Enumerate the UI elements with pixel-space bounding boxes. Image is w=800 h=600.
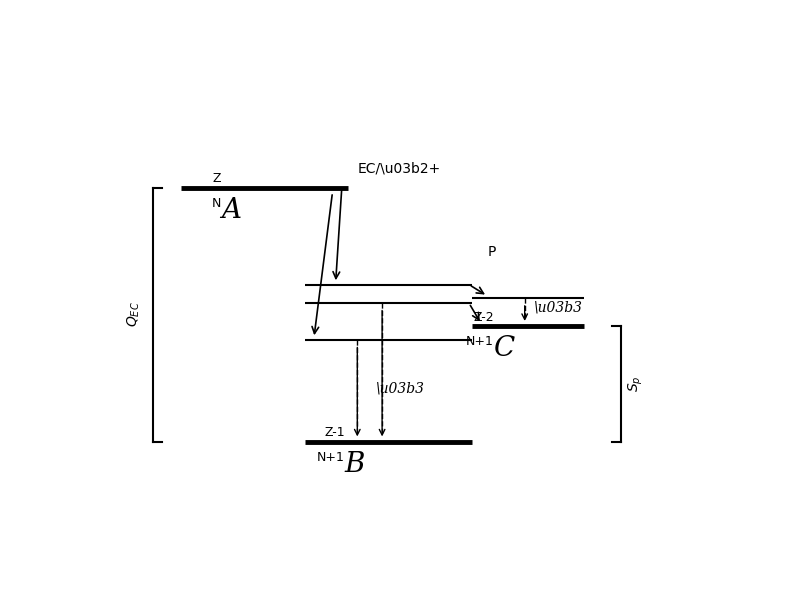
- Text: A: A: [221, 197, 241, 224]
- Text: N: N: [211, 197, 221, 210]
- Text: B: B: [345, 451, 366, 478]
- Text: $S_p$: $S_p$: [627, 376, 646, 392]
- Text: Z-1: Z-1: [324, 426, 345, 439]
- Text: N+1: N+1: [317, 451, 345, 464]
- Text: \u03b3: \u03b3: [376, 382, 425, 395]
- Text: P: P: [487, 245, 496, 259]
- Text: N+1: N+1: [466, 335, 494, 349]
- Text: Z-2: Z-2: [473, 311, 494, 324]
- Text: \u03b3: \u03b3: [534, 301, 583, 314]
- Text: $Q_{EC}$: $Q_{EC}$: [126, 302, 142, 328]
- Text: Z: Z: [213, 172, 221, 185]
- Text: C: C: [494, 335, 515, 362]
- Text: EC/\u03b2+: EC/\u03b2+: [358, 162, 441, 176]
